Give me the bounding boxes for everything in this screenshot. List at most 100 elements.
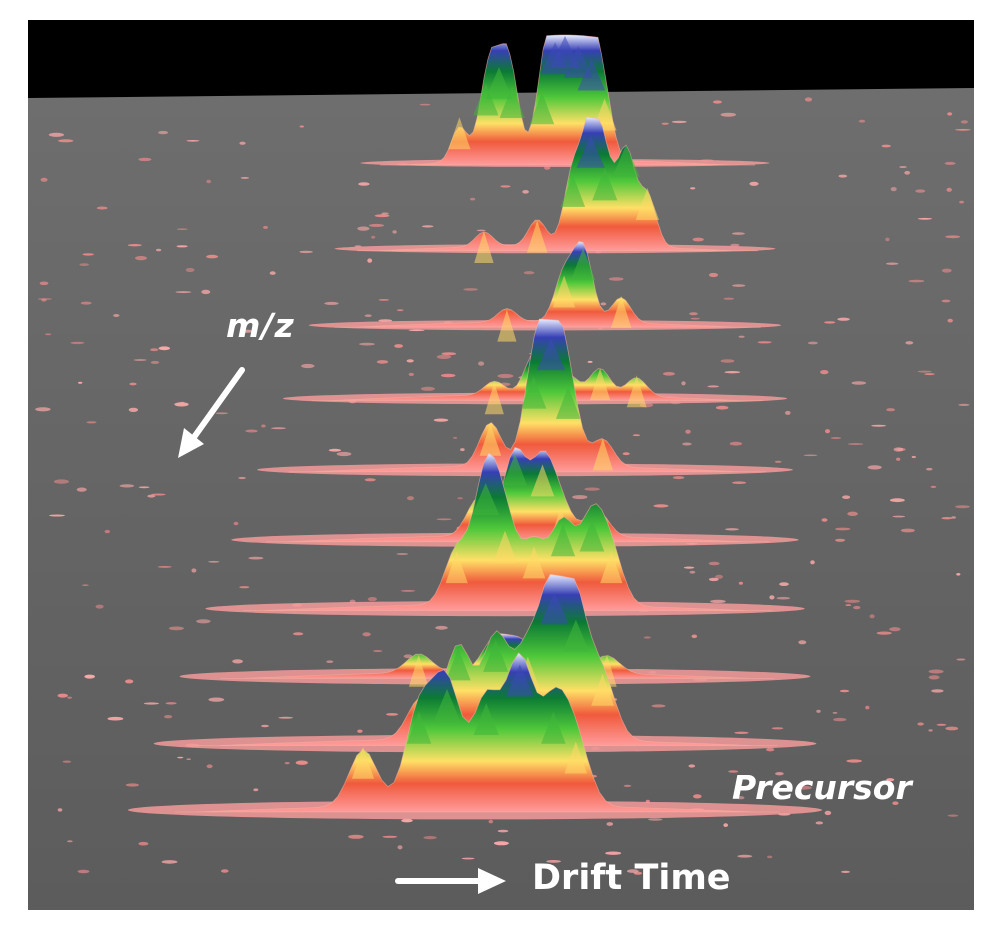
ridge-peak: [576, 135, 605, 168]
noise-speckle: [493, 841, 509, 846]
noise-speckle: [453, 437, 458, 439]
noise-speckle: [892, 515, 906, 518]
noise-speckle: [239, 586, 250, 589]
noise-speckle: [371, 235, 376, 239]
noise-speckle: [374, 214, 390, 218]
noise-speckle: [261, 724, 269, 728]
noise-speckle: [176, 245, 188, 248]
noise-speckle: [924, 373, 935, 376]
noise-speckle: [720, 359, 735, 363]
noise-speckle: [407, 496, 414, 501]
noise-speckle: [941, 299, 951, 303]
noise-speckle: [785, 410, 791, 415]
mz-ridge: [334, 116, 776, 263]
noise-speckle: [396, 553, 409, 555]
noise-speckle: [846, 759, 862, 763]
noise-speckle: [885, 237, 890, 242]
noise-speckle: [201, 289, 211, 295]
noise-speckle: [107, 716, 124, 721]
noise-speckle: [39, 281, 49, 286]
ridge-surface: [334, 241, 761, 328]
ridge-surface: [357, 116, 758, 252]
noise-speckle: [49, 514, 65, 517]
noise-speckle: [803, 454, 818, 457]
ridge-peak: [493, 530, 517, 563]
mz-ridge: [205, 452, 805, 617]
noise-speckle: [729, 441, 743, 446]
ridge-peak: [562, 619, 590, 652]
noise-speckle: [693, 794, 702, 799]
noise-speckle: [156, 248, 162, 252]
noise-speckle: [82, 584, 89, 586]
noise-speckle: [724, 371, 741, 374]
noise-speckle: [824, 810, 832, 816]
ridge-peak: [530, 464, 555, 497]
noise-speckle: [278, 716, 294, 719]
noise-speckle: [890, 498, 905, 503]
noise-speckle: [86, 421, 97, 424]
noise-speckle: [53, 479, 69, 484]
noise-speckle: [373, 650, 383, 652]
noise-speckle: [301, 363, 315, 369]
noise-speckle: [364, 478, 376, 482]
mz-ridge: [360, 34, 770, 167]
ridge-peak: [445, 551, 468, 584]
noise-speckle: [95, 604, 104, 609]
noise-speckle: [104, 529, 111, 534]
noise-speckle: [623, 784, 632, 788]
ridge-peak: [472, 483, 500, 516]
noise-speckle: [392, 230, 397, 234]
noise-speckle: [292, 632, 304, 636]
ridge-peak: [485, 67, 513, 100]
noise-speckle: [626, 869, 639, 873]
noise-speckle: [232, 659, 244, 664]
ridge-peak: [408, 654, 429, 687]
noise-speckle: [150, 348, 159, 352]
ridge-peak: [592, 438, 613, 471]
noise-speckle: [915, 189, 926, 193]
ridge-peak: [473, 703, 499, 735]
noise-speckle: [738, 581, 744, 585]
noise-speckle: [176, 228, 188, 230]
noise-speckle: [876, 631, 892, 635]
noise-speckle: [605, 851, 622, 855]
noise-speckle: [80, 301, 92, 305]
noise-speckle: [67, 696, 72, 699]
noise-speckle: [821, 518, 828, 522]
noise-speckle: [715, 405, 729, 410]
noise-speckle: [776, 596, 790, 600]
noise-speckle: [738, 335, 745, 338]
noise-speckle: [440, 373, 456, 378]
noise-speckle: [37, 298, 53, 300]
noise-speckle: [421, 225, 434, 228]
ridge-peak: [474, 231, 494, 263]
noise-speckle: [125, 783, 139, 787]
noise-speckle: [886, 408, 895, 412]
ridge-peak: [540, 592, 569, 625]
noise-speckle: [175, 291, 192, 294]
noise-speckle: [600, 302, 607, 306]
noise-speckle: [174, 402, 189, 407]
ridge-peak: [527, 220, 548, 253]
noise-speckle: [587, 360, 593, 363]
noise-speckle: [48, 132, 65, 137]
noise-speckle: [367, 597, 377, 602]
ridge-peak: [553, 275, 576, 308]
noise-speckle: [775, 772, 784, 776]
noise-speckle: [771, 727, 784, 730]
noise-speckle: [853, 605, 861, 610]
ridge-peak: [589, 368, 611, 401]
noise-speckle: [774, 460, 782, 463]
noise-speckle: [158, 130, 169, 135]
noise-speckle: [837, 317, 850, 321]
noise-speckle: [672, 476, 685, 480]
noise-speckle: [206, 254, 219, 259]
noise-speckle: [326, 660, 334, 663]
noise-speckle: [186, 758, 191, 760]
noise-speckle: [403, 654, 413, 659]
noise-speckle: [324, 301, 339, 305]
ridge-peak: [592, 168, 618, 201]
noise-speckle: [168, 626, 184, 631]
ridge-peak: [351, 746, 375, 779]
